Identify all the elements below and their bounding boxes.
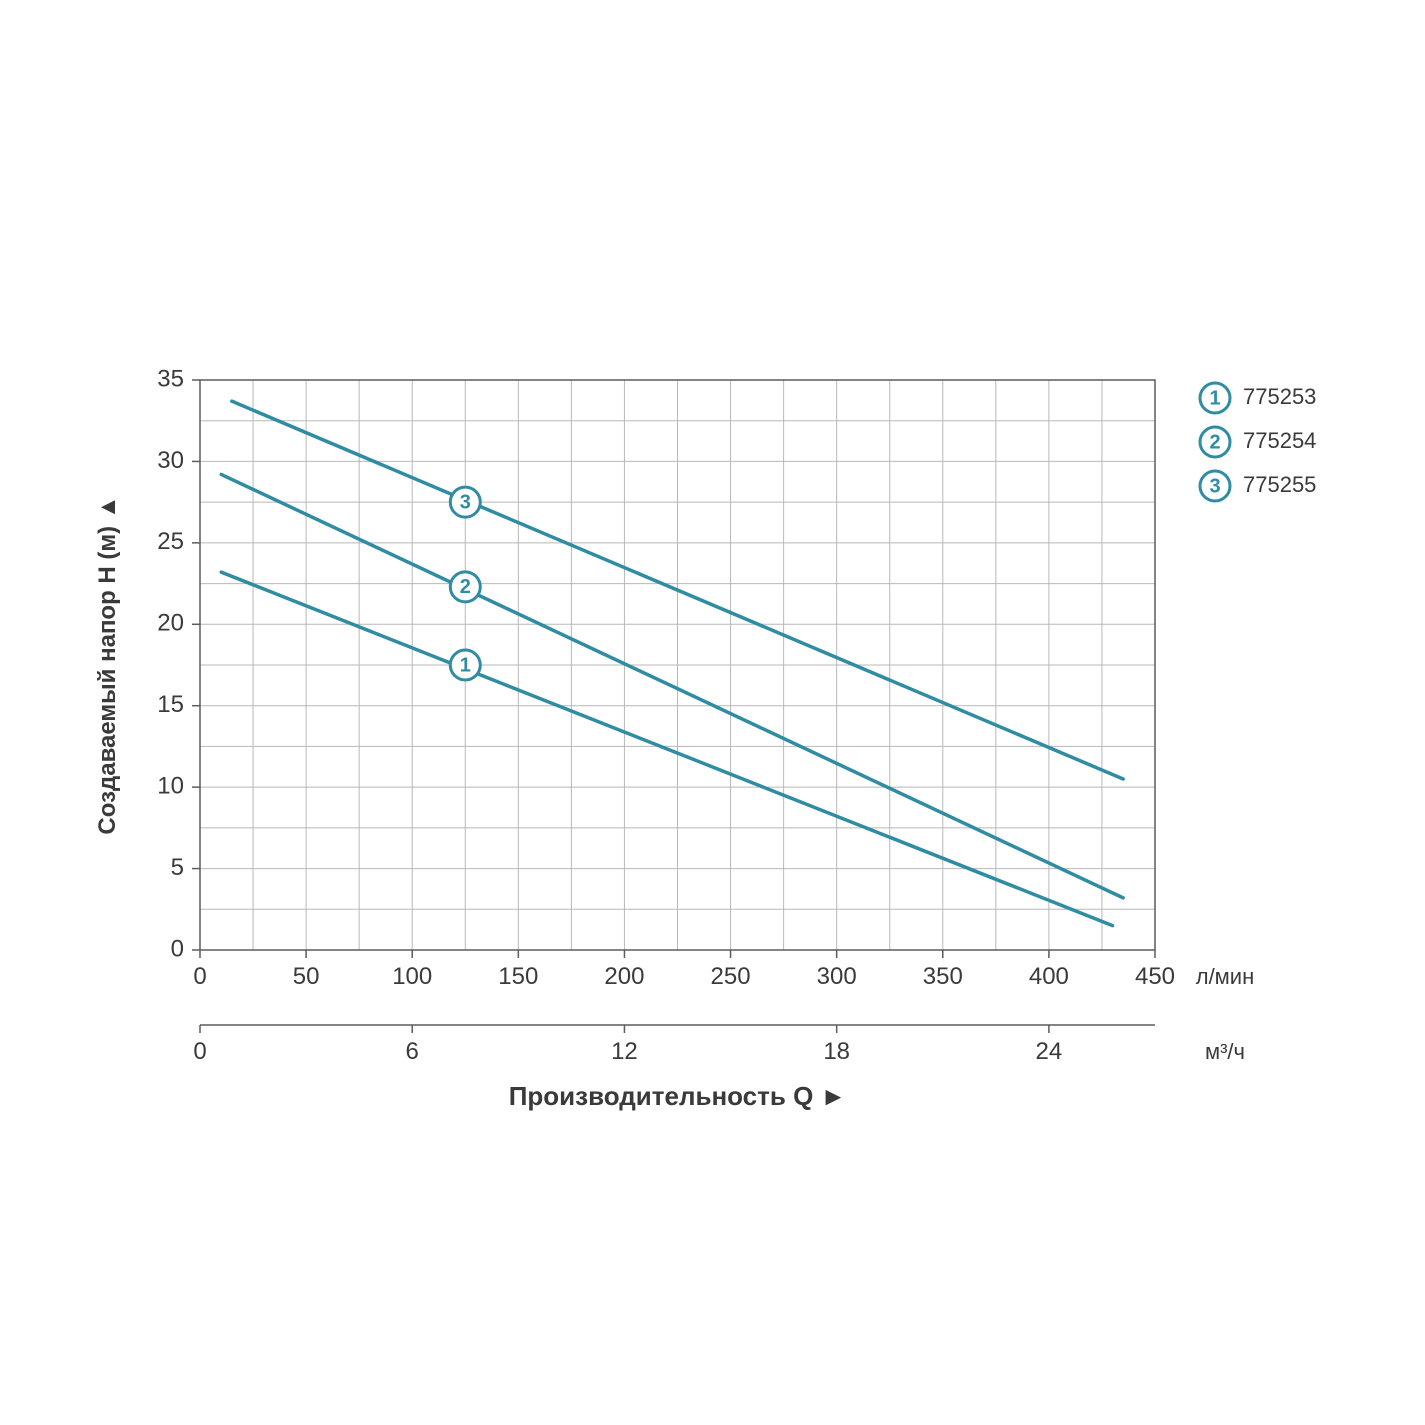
y-tick-label: 0 xyxy=(171,935,184,962)
legend-marker-label-2: 2 xyxy=(1209,431,1220,453)
legend-marker-label-1: 1 xyxy=(1209,387,1220,409)
x-tick-label-secondary: 24 xyxy=(1036,1038,1063,1065)
x-tick-label-primary: 50 xyxy=(293,963,320,990)
x-tick-label-primary: 400 xyxy=(1029,963,1069,990)
y-tick-label: 30 xyxy=(157,447,184,474)
x-tick-label-secondary: 6 xyxy=(406,1038,419,1065)
y-tick-label: 35 xyxy=(157,365,184,392)
x-tick-label-primary: 350 xyxy=(923,963,963,990)
legend-marker-label-3: 3 xyxy=(1209,475,1220,497)
x-tick-label-primary: 150 xyxy=(498,963,538,990)
x-tick-label-secondary: 12 xyxy=(611,1038,638,1065)
x-unit-primary: л/мин xyxy=(1196,964,1255,989)
x-unit-secondary: м³/ч xyxy=(1205,1039,1245,1064)
y-tick-label: 20 xyxy=(157,610,184,637)
x-tick-label-secondary: 0 xyxy=(193,1038,206,1065)
x-axis-title: Производительность Q ► xyxy=(509,1081,847,1111)
y-tick-label: 15 xyxy=(157,691,184,718)
x-tick-label-primary: 100 xyxy=(392,963,432,990)
legend-text-3: 775255 xyxy=(1243,472,1316,497)
legend-text-1: 775253 xyxy=(1243,384,1316,409)
legend-text-2: 775254 xyxy=(1243,428,1316,453)
y-axis-label: Создаваемый напор H (м) ▲ xyxy=(94,495,121,834)
x-tick-label-primary: 450 xyxy=(1135,963,1175,990)
x-tick-label-primary: 0 xyxy=(193,963,206,990)
x-tick-label-primary: 300 xyxy=(817,963,857,990)
x-tick-label-secondary: 18 xyxy=(823,1038,850,1065)
y-tick-label: 5 xyxy=(171,854,184,881)
y-tick-label: 25 xyxy=(157,528,184,555)
x-tick-label-primary: 200 xyxy=(604,963,644,990)
series-marker-label-3: 3 xyxy=(460,491,471,513)
pump-performance-chart: 0510152025303505010015020025030035040045… xyxy=(0,0,1425,1425)
series-marker-label-2: 2 xyxy=(460,576,471,598)
x-tick-label-primary: 250 xyxy=(711,963,751,990)
y-tick-label: 10 xyxy=(157,772,184,799)
series-marker-label-1: 1 xyxy=(460,654,471,676)
